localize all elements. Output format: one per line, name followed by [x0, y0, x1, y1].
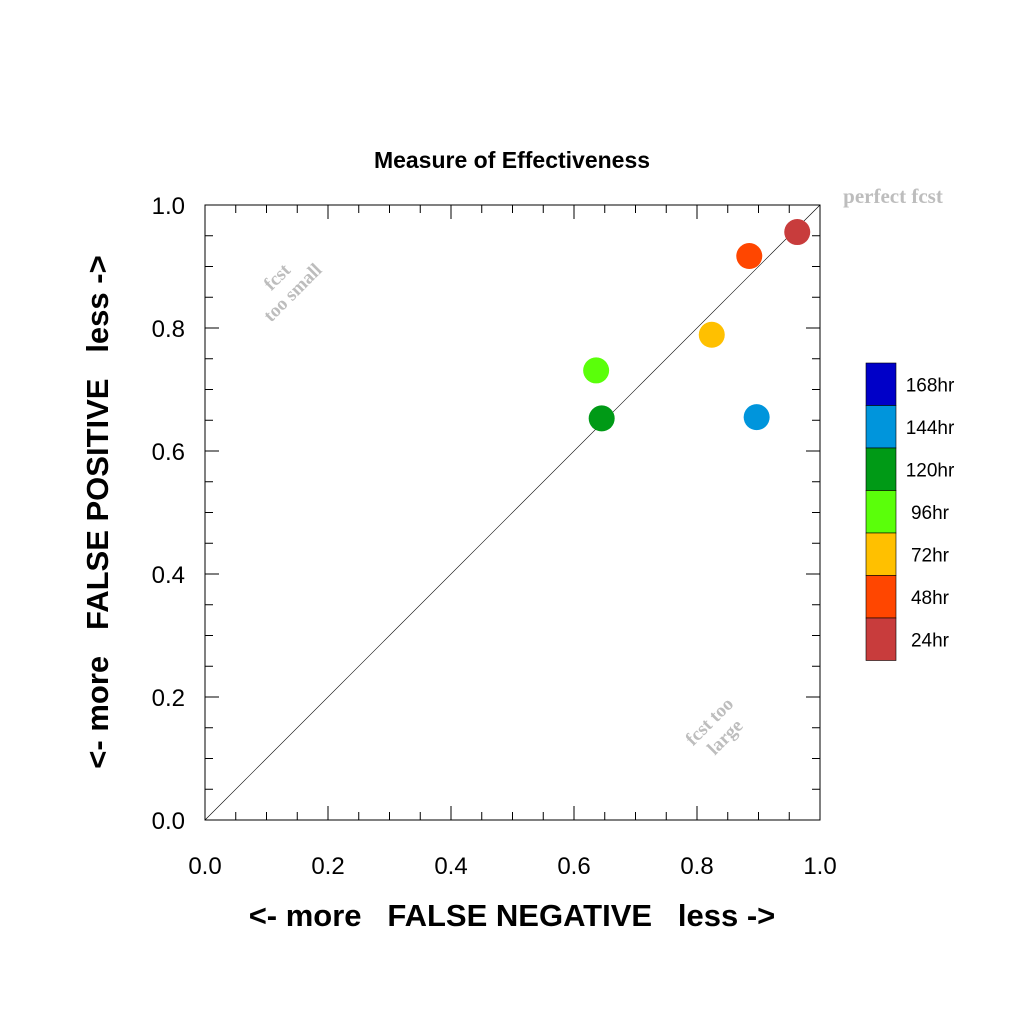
legend-label-168hr: 168hr: [906, 375, 955, 396]
annotation-fcst-too-small: fcst too small: [260, 259, 327, 326]
data-point-72hr: [698, 321, 725, 348]
axis-ticks: [204, 204, 821, 821]
legend-swatch-120hr: [865, 447, 897, 491]
y-axis-label: <- more FALSE POSITIVE less ->: [80, 255, 115, 768]
diagonal-reference-line: [204, 204, 821, 821]
x-tick-label: 0.6: [557, 853, 590, 880]
data-point-144hr: [743, 404, 770, 431]
y-tick-label: 0.6: [152, 439, 185, 466]
legend-swatch-144hr: [865, 405, 897, 449]
legend-label-24hr: 24hr: [911, 630, 950, 651]
legend-swatch-72hr: [865, 532, 897, 576]
y-tick-label: 0.0: [152, 808, 185, 835]
legend-label-144hr: 144hr: [906, 418, 955, 439]
y-tick-label: 0.4: [152, 562, 185, 589]
x-tick-label: 0.2: [311, 853, 344, 880]
legend-label-96hr: 96hr: [911, 503, 950, 524]
legend-label-120hr: 120hr: [906, 460, 955, 481]
x-tick-label: 0.4: [434, 853, 467, 880]
y-tick-label: 0.8: [152, 316, 185, 343]
legend-swatch-168hr: [865, 362, 897, 406]
x-tick-labels: 0.0 0.2 0.4 0.6 0.8 1.0: [188, 853, 836, 880]
data-point-24hr: [784, 219, 811, 246]
data-point-96hr: [583, 357, 610, 384]
y-tick-label: 0.2: [152, 685, 185, 712]
x-tick-label: 1.0: [803, 853, 836, 880]
data-points: [583, 219, 811, 432]
annotation-perfect-fcst: perfect fcst: [843, 184, 943, 208]
x-axis-label: <- more FALSE NEGATIVE less ->: [249, 898, 776, 933]
data-point-48hr: [736, 243, 763, 270]
legend-label-72hr: 72hr: [911, 545, 950, 566]
y-tick-labels: 0.0 0.2 0.4 0.6 0.8 1.0: [152, 193, 185, 835]
legend-swatch-48hr: [865, 575, 897, 619]
legend-label-48hr: 48hr: [911, 588, 950, 609]
chart-title: Measure of Effectiveness: [374, 147, 650, 173]
legend: 168hr 144hr 120hr 96hr 72hr 48hr 24hr: [865, 362, 955, 661]
legend-swatch-24hr: [865, 617, 897, 661]
legend-swatch-96hr: [865, 490, 897, 534]
annotation-fcst-too-large: fcst too large: [682, 694, 748, 760]
x-tick-label: 0.0: [188, 853, 221, 880]
y-tick-label: 1.0: [152, 193, 185, 220]
x-tick-label: 0.8: [680, 853, 713, 880]
data-point-120hr: [588, 405, 615, 432]
